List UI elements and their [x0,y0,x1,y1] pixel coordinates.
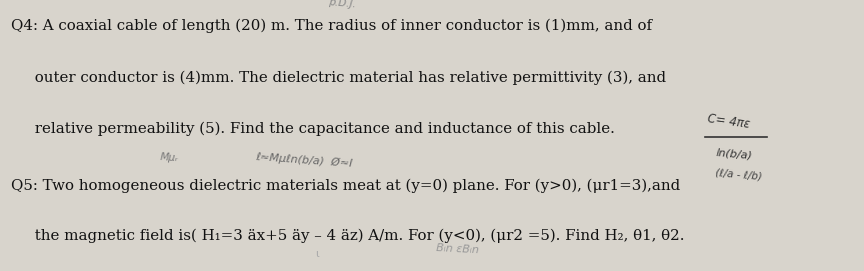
Text: Q5: Two homogeneous dielectric materials meat at (y=0) plane. For (y>0), (μr1=3): Q5: Two homogeneous dielectric materials… [11,179,681,193]
Text: Q4: A coaxial cable of length (20) m. The radius of inner conductor is (1)mm, an: Q4: A coaxial cable of length (20) m. Th… [11,19,652,33]
Text: ln(b/a): ln(b/a) [715,148,753,161]
Text: outer conductor is (4)mm. The dielectric material has relative permittivity (3),: outer conductor is (4)mm. The dielectric… [11,70,666,85]
Text: ℓ≈Mμℓn(b/a)  Ø≈I: ℓ≈Mμℓn(b/a) Ø≈I [255,152,353,169]
Text: p.D.J.: p.D.J. [328,0,357,10]
Text: ι: ι [315,249,319,259]
Text: relative permeability (5). Find the capacitance and inductance of this cable.: relative permeability (5). Find the capa… [11,122,615,136]
Text: Mμᵣ: Mμᵣ [160,152,179,163]
Text: C= 4πε: C= 4πε [707,112,751,131]
Text: (ℓ/a - ℓ/b): (ℓ/a - ℓ/b) [715,168,763,182]
Text: Bᵢn εBᵢn: Bᵢn εBᵢn [436,243,480,255]
Text: the magnetic field is( H₁=3 äx+5 äy – 4 äz) A/m. For (y<0), (μr2 =5). Find H₂, θ: the magnetic field is( H₁=3 äx+5 äy – 4 … [11,229,685,243]
